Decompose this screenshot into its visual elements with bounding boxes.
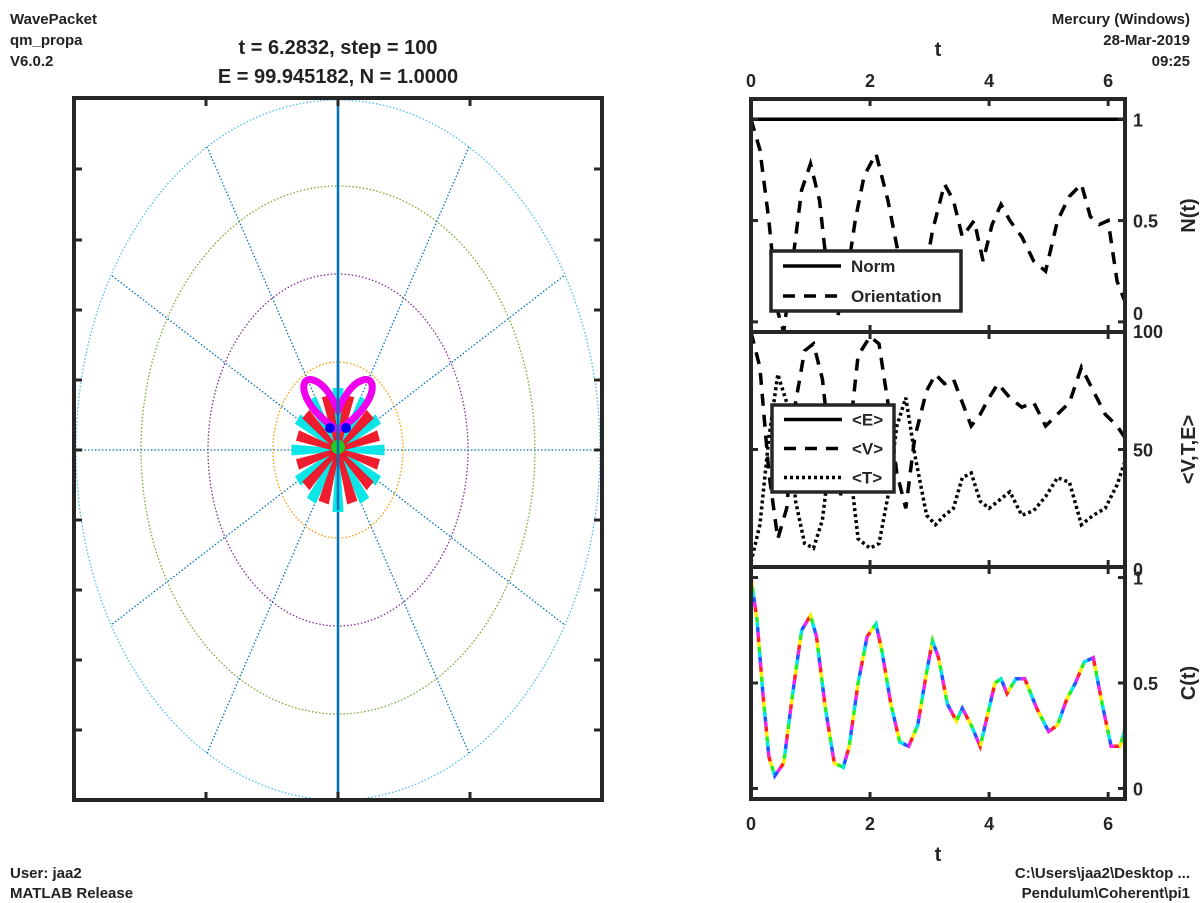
footer-right-line2: Pendulum\Coherent\pi1	[1021, 885, 1190, 902]
correlation-xtick-label-1: 2	[865, 814, 875, 834]
energy-series-v-line	[751, 332, 1125, 540]
correlation-line-color-0	[751, 577, 1125, 780]
header-right-line1: Mercury (Windows)	[1051, 11, 1190, 28]
norm-top-xtick-label-3: 6	[1103, 71, 1113, 91]
petal-red-195	[296, 448, 339, 470]
correlation-line-color-2	[751, 577, 1125, 780]
correlation-panel-frame	[749, 565, 1127, 801]
norm-top-xtick-label-0: 0	[746, 71, 756, 91]
energy-legend-label-0: <E>	[852, 411, 883, 430]
correlation-xtick-label-0: 0	[746, 814, 756, 834]
series-group-correlation	[751, 577, 1125, 780]
petal-blue-right	[341, 423, 351, 433]
polar-spoke-330	[337, 449, 566, 626]
petal-cyan-0	[338, 444, 385, 456]
petal-red-290	[336, 449, 358, 505]
petal-red-15	[337, 430, 380, 452]
plot-title-line1: t = 6.2832, step = 100	[238, 37, 438, 59]
correlation-line-color-5	[751, 577, 1125, 780]
energy-ylabel: <V,T,E>	[1178, 415, 1200, 484]
petal-cyan-235	[306, 449, 340, 504]
norm-ylabel: N(t)	[1178, 198, 1200, 232]
energy-ytick-label-0: 0	[1133, 560, 1143, 580]
norm-series-orientation-line	[751, 118, 1125, 332]
petal-cyan-180	[291, 444, 338, 456]
energy-ytick-label-1: 50	[1133, 441, 1153, 461]
petal-red-140	[302, 409, 340, 452]
polar-spoke-240	[206, 449, 339, 754]
header-left-line2: qm_propa	[10, 32, 83, 49]
footer-left-line1: User: jaa2	[10, 865, 82, 882]
energy-legend: <E> <V> <T>	[770, 403, 896, 494]
correlation-ytick-label-2: 1	[1133, 569, 1143, 589]
polar-spoke-30	[337, 274, 566, 451]
polar-spoke-120	[206, 146, 339, 451]
header-left-line1: WavePacket	[10, 11, 97, 28]
energy-ytick-label-2: 100	[1133, 322, 1163, 342]
norm-top-xtick-label-2: 4	[984, 71, 994, 91]
correlation-ytick-label-1: 0.5	[1133, 674, 1158, 694]
norm-top-xtick-label-1: 2	[865, 71, 875, 91]
footer-left-line2: MATLAB Release	[10, 885, 134, 902]
norm-ytick-label-0: 0	[1133, 304, 1143, 324]
header-right-line2: 28-Mar-2019	[1103, 32, 1190, 49]
petal-red-345	[337, 448, 380, 470]
petal-red-40	[336, 409, 374, 452]
correlation-line-color-4	[751, 577, 1125, 780]
plot-title-line2: E = 99.945182, N = 1.0000	[217, 66, 459, 88]
correlation-ylabel: C(t)	[1178, 666, 1200, 700]
header-right-line3: 09:25	[1151, 53, 1190, 70]
polar-spoke-300	[337, 449, 470, 754]
norm-legend-label-0: Norm	[851, 257, 895, 276]
petal-red-220	[302, 448, 340, 491]
energy-series-t-line	[751, 373, 1125, 563]
series-group-norm	[751, 117, 1125, 332]
polar-spoke-60	[337, 146, 470, 451]
energy-legend-label-2: <T>	[852, 469, 882, 488]
correlation-ytick-label-0: 0	[1133, 779, 1143, 799]
correlation-line-color-3	[751, 577, 1125, 780]
header-left-line3: V6.0.2	[10, 53, 54, 70]
norm-legend-label-1: Orientation	[851, 287, 942, 306]
correlation-xtick-label-3: 6	[1103, 814, 1113, 834]
petal-red-320	[336, 448, 374, 491]
norm-ytick-label-2: 1	[1133, 110, 1143, 130]
correlation-line-color-1	[751, 577, 1125, 780]
petal-blue-left	[325, 423, 335, 433]
correlation-xlabel: t	[935, 844, 942, 866]
norm-legend-box	[769, 249, 963, 313]
footer-right-line1: C:\Users\jaa2\Desktop ...	[1014, 865, 1190, 882]
correlation-xtick-label-2: 4	[984, 814, 994, 834]
petal-red-165	[296, 430, 339, 452]
norm-ytick-label-1: 0.5	[1133, 212, 1158, 232]
polar-spoke-150	[110, 274, 339, 451]
petal-red-250	[318, 449, 340, 505]
petal-cyan-305	[336, 449, 370, 504]
norm-top-xlabel: t	[935, 39, 942, 61]
energy-legend-label-1: <V>	[852, 440, 883, 459]
norm-legend: Norm Orientation	[769, 249, 963, 313]
polar-spoke-210	[110, 449, 339, 626]
